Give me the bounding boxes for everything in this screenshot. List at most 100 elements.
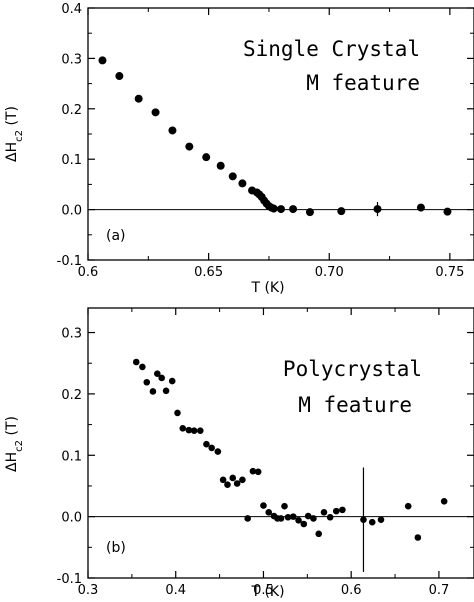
y-tick-label: 0.3 xyxy=(61,52,82,67)
data-point xyxy=(132,358,140,366)
data-point xyxy=(249,467,257,475)
data-point xyxy=(98,56,107,65)
y-tick-label: 0.2 xyxy=(61,388,82,403)
x-tick-label: 0.75 xyxy=(435,265,464,280)
data-point xyxy=(440,497,448,505)
annotation-line-2: M feature xyxy=(306,71,420,95)
data-point xyxy=(228,172,237,181)
tick-marks xyxy=(87,308,474,579)
data-point xyxy=(310,515,317,522)
data-point xyxy=(368,518,376,526)
data-points xyxy=(132,358,448,572)
annotation-line-1: Polycrystal xyxy=(283,357,422,381)
data-point xyxy=(202,153,211,162)
data-point xyxy=(332,507,340,515)
y-tick-label: 0.2 xyxy=(61,103,82,118)
y-tick-label: 0.0 xyxy=(61,511,82,526)
x-tick-label: 0.6 xyxy=(341,583,362,598)
x-tick-label: 0.70 xyxy=(315,265,344,280)
data-point xyxy=(305,208,314,217)
data-point xyxy=(304,512,312,520)
data-point xyxy=(139,363,146,371)
annotation-line-1: Single Crystal xyxy=(243,37,420,61)
data-point xyxy=(179,424,187,432)
data-point xyxy=(414,534,422,541)
data-point xyxy=(277,205,285,214)
data-point xyxy=(289,205,298,214)
y-tick-label: 0.0 xyxy=(61,204,82,219)
tick-marks xyxy=(87,7,474,261)
data-point xyxy=(320,509,328,516)
y-axis-label: ΔHc2 (T) xyxy=(4,106,25,162)
data-point xyxy=(168,377,176,385)
data-point xyxy=(233,480,241,487)
data-point xyxy=(185,426,193,434)
data-points xyxy=(98,56,452,217)
data-point xyxy=(404,502,412,510)
tick-labels: 0.6 0.65 0.70 0.75 -0.1 0.0 0.1 0.2 0.3 0.4 xyxy=(57,2,465,280)
x-axis-label: T (K) xyxy=(250,280,284,296)
data-point xyxy=(162,387,170,395)
data-point xyxy=(284,513,292,521)
data-point xyxy=(260,502,267,509)
data-point xyxy=(168,126,177,135)
data-point xyxy=(214,448,222,455)
data-point xyxy=(143,378,151,386)
data-point xyxy=(190,427,198,435)
data-point xyxy=(360,516,367,524)
data-point xyxy=(254,468,262,476)
panel-label: (a) xyxy=(106,228,126,244)
x-tick-label: 0.4 xyxy=(165,583,186,598)
y-tick-label: 0.1 xyxy=(61,449,82,464)
data-point xyxy=(208,444,215,452)
data-point xyxy=(277,515,285,522)
data-point xyxy=(203,440,210,448)
y-tick-label: -0.1 xyxy=(57,254,82,269)
data-point xyxy=(377,516,385,524)
data-point xyxy=(315,530,323,538)
data-point xyxy=(219,476,227,484)
data-point xyxy=(244,515,251,522)
x-tick-label: 0.65 xyxy=(194,265,223,280)
data-point xyxy=(185,142,194,151)
data-point xyxy=(339,506,346,514)
data-point xyxy=(149,388,157,395)
y-axis-label: ΔHc2 (T) xyxy=(4,416,25,472)
annotation-line-2: M feature xyxy=(298,393,412,417)
data-point xyxy=(265,509,273,516)
data-point xyxy=(224,481,231,489)
panel-label: (b) xyxy=(106,540,126,556)
panel-a: 0.6 0.65 0.70 0.75 -0.1 0.0 0.1 0.2 0.3 0.4 Singl… xyxy=(4,2,474,296)
y-tick-label: 0.3 xyxy=(61,327,82,342)
data-point xyxy=(229,474,237,482)
data-point xyxy=(300,520,308,528)
data-point xyxy=(154,370,161,377)
plot-frame xyxy=(87,307,474,579)
data-point xyxy=(326,513,334,521)
x-tick-label: 0.3 xyxy=(78,583,99,598)
data-point xyxy=(295,517,302,524)
data-point xyxy=(289,513,297,520)
data-point xyxy=(281,502,288,510)
y-tick-label: 0.1 xyxy=(61,153,82,168)
y-tick-label: -0.1 xyxy=(57,572,82,587)
data-point xyxy=(134,94,143,103)
data-point xyxy=(239,476,246,484)
x-tick-label: 0.7 xyxy=(429,583,450,598)
data-point xyxy=(196,427,204,435)
data-point xyxy=(416,203,425,212)
y-tick-label: 0.4 xyxy=(61,2,82,17)
data-point xyxy=(269,204,278,213)
data-point xyxy=(174,409,181,417)
tick-labels: 0.3 0.4 0.5 0.6 0.7 -0.1 0.0 0.1 0.2 0.3 xyxy=(57,327,450,598)
panel-b: 0.3 0.4 0.5 0.6 0.7 -0.1 0.0 0.1 0.2 0.3 Polycrys… xyxy=(4,307,474,600)
data-point xyxy=(216,161,225,170)
data-point xyxy=(373,205,382,214)
data-point xyxy=(337,207,346,216)
x-tick-label: 0.5 xyxy=(253,583,274,598)
data-point xyxy=(151,108,160,117)
data-point xyxy=(443,207,452,216)
x-axis-label: T (K) xyxy=(250,584,284,600)
x-tick-label: 0.6 xyxy=(78,265,99,280)
